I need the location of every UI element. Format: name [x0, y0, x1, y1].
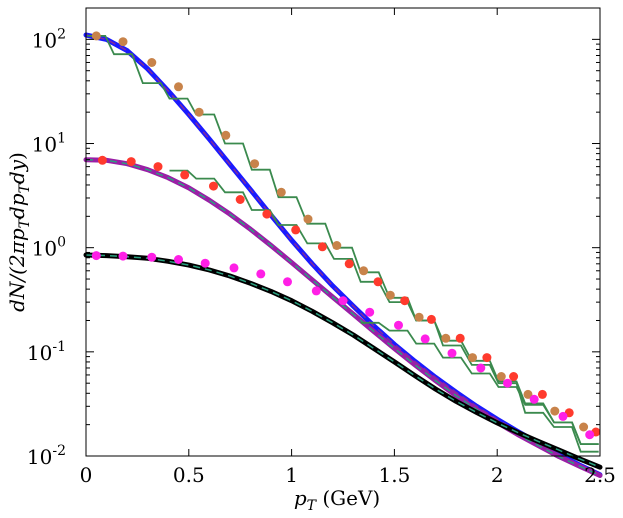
y-tick-label: 10-1 — [27, 339, 66, 365]
y-axis-label-part: dy — [5, 159, 29, 184]
marker-series-1-point — [332, 241, 342, 250]
marker-series-2-point — [180, 170, 190, 180]
marker-series-1-point — [194, 107, 204, 117]
marker-series-1-point — [579, 422, 589, 432]
marker-series-3-point — [118, 251, 128, 261]
x-axis: 0 0.5 1 1.5 2 2.5 — [80, 8, 616, 487]
marker-series-2-point — [153, 162, 163, 172]
x-tick-label: 1.5 — [378, 463, 410, 487]
marker-series-2-point — [262, 209, 272, 219]
marker-series-1-point — [303, 214, 313, 224]
y-tick-label: 10-2 — [27, 443, 66, 469]
marker-series-2-point — [317, 242, 327, 252]
curve-1-dashed — [85, 34, 601, 476]
y-axis-label-part: dp — [5, 193, 29, 219]
step-histogram-2 — [169, 169, 599, 445]
marker-series-2-point — [235, 195, 245, 204]
marker-series-2-point — [373, 277, 383, 287]
marker-series-2-point — [509, 372, 519, 381]
y-axis-label-part: p — [5, 228, 29, 241]
marker-series-1-point — [276, 187, 286, 197]
marker-series-2-point — [482, 353, 492, 363]
curve-3-dashed — [85, 254, 601, 468]
y-axis-label-part: ) — [5, 152, 29, 160]
marker-series-2-point — [291, 225, 301, 235]
marker-series-1-point — [385, 290, 395, 300]
marker-series-1-point — [414, 312, 424, 322]
marker-series-3-point — [447, 348, 457, 358]
marker-series-3-point — [394, 320, 403, 330]
x-tick-label: 0 — [80, 463, 93, 487]
marker-series-3-point — [200, 258, 210, 268]
curve-1 — [83, 32, 603, 478]
marker-series-1-point — [250, 159, 260, 169]
step-histogram-3 — [360, 321, 599, 445]
y-axis-label: dN/(2πpTdpTdy) — [5, 152, 33, 312]
y-tick-label: 102 — [32, 26, 66, 52]
steps-layer — [87, 35, 599, 453]
curve-2 — [83, 157, 603, 478]
marker-series-3-point — [338, 296, 348, 306]
marker-series-1-point — [174, 82, 183, 92]
marker-series-2-point — [455, 333, 465, 343]
x-tick-label: 1 — [285, 463, 298, 487]
marker-series-2-point — [537, 389, 547, 399]
x-axis-label-symbol: p — [294, 486, 307, 510]
marker-series-2-point — [209, 181, 218, 191]
marker-series-3-point — [476, 363, 486, 373]
y-tick-label: 101 — [32, 131, 66, 157]
marker-series-3-point — [503, 378, 512, 388]
marker-series-2-point — [126, 157, 136, 167]
x-tick-label: 0.5 — [173, 463, 205, 487]
marker-series-3-point — [311, 286, 321, 296]
marker-series-2-point — [344, 259, 354, 269]
y-axis-label-part: T — [17, 182, 33, 193]
marker-series-3-point — [420, 334, 430, 344]
marker-series-1-point — [221, 130, 231, 140]
curves-layer — [83, 32, 603, 478]
marker-series-3-point — [529, 394, 539, 404]
marker-series-3-point — [174, 255, 183, 264]
marker-series-1-point — [550, 406, 560, 416]
marker-series-1-point — [523, 389, 533, 399]
marker-series-1-point — [118, 37, 128, 47]
marker-series-1-point — [496, 372, 506, 381]
marker-series-3-point — [585, 430, 595, 440]
y-axis: 10-2 10-1 100 101 102 — [27, 26, 600, 469]
x-tick-label: 2.5 — [584, 463, 616, 487]
marker-series-1-point — [359, 266, 369, 276]
x-axis-label-unit: (GeV) — [316, 486, 380, 510]
marker-series-3-point — [256, 269, 266, 279]
marker-series-3-point — [365, 307, 375, 317]
marker-series-1-point — [441, 333, 451, 343]
marker-series-1-point — [91, 31, 101, 41]
curve-2-dashed — [85, 158, 601, 477]
y-axis-label-part: T — [17, 217, 33, 228]
marker-series-2-point — [97, 155, 107, 165]
x-axis-label-sub: T — [307, 498, 318, 514]
marker-series-3-point — [283, 277, 292, 287]
step-histogram-1 — [87, 35, 599, 453]
marker-series-1-point — [147, 58, 157, 67]
marker-series-3-point — [91, 251, 101, 261]
marker-series-3-point — [229, 263, 239, 273]
marker-series-2-point — [426, 314, 436, 324]
markers-layer — [91, 31, 601, 440]
y-axis-label-part: dN/(2π — [5, 240, 29, 312]
plot-frame — [85, 7, 601, 457]
marker-series-1-point — [468, 353, 477, 363]
y-tick-label: 100 — [32, 235, 66, 261]
marker-series-3-point — [558, 411, 568, 421]
marker-series-2-point — [400, 296, 410, 306]
marker-series-3-point — [147, 252, 157, 262]
x-tick-label: 2 — [491, 463, 504, 487]
x-axis-label: pT (GeV) — [294, 486, 380, 514]
